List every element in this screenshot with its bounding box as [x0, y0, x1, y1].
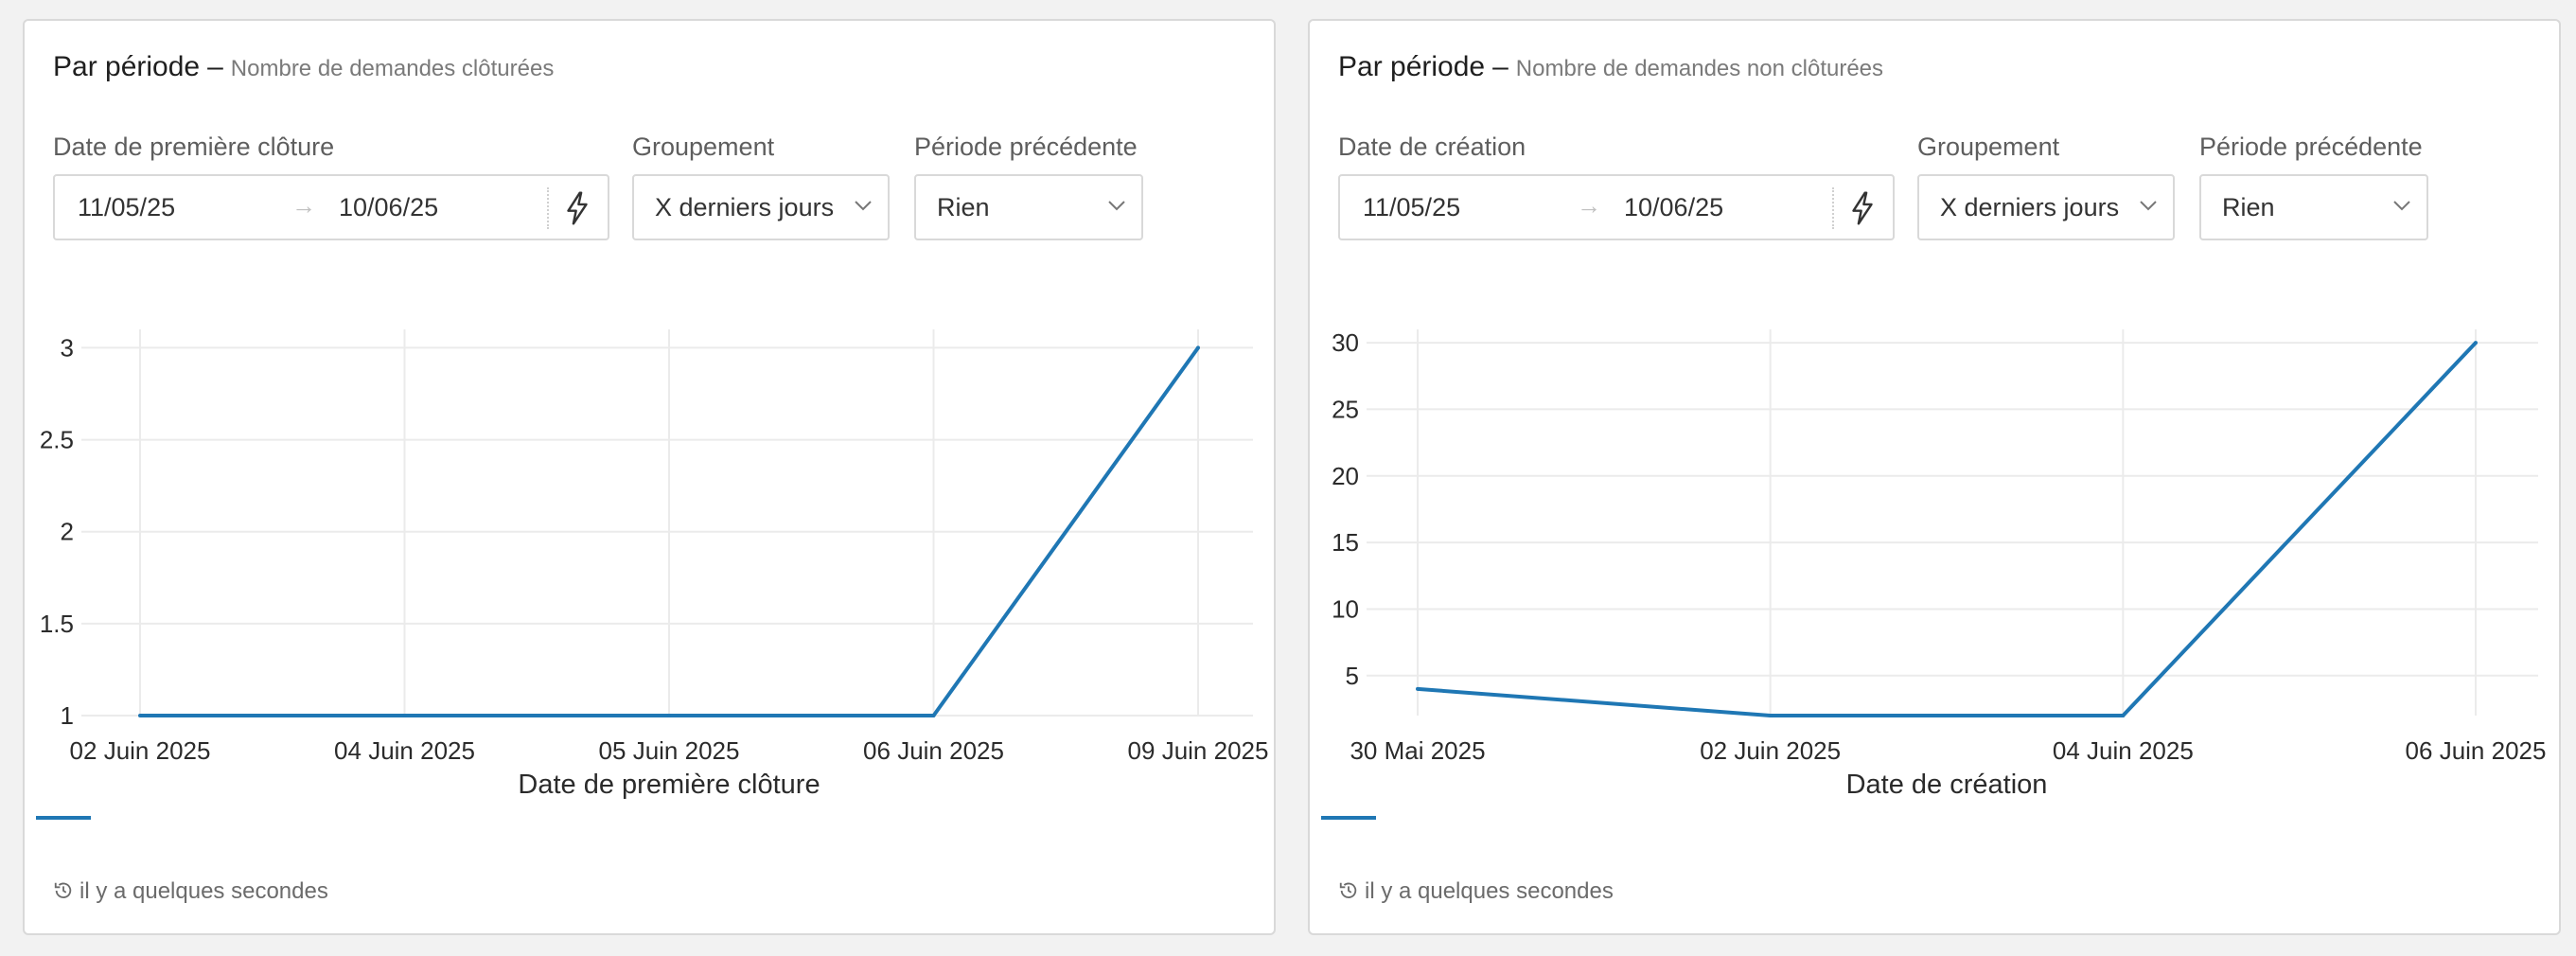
card-title: Par période – Nombre de demandes non clôtu… [1338, 51, 1883, 83]
bolt-icon[interactable] [1846, 190, 1879, 226]
card-title-separator: – [1492, 51, 1509, 82]
y-tick-label: 25 [1332, 395, 1359, 423]
legend-swatch [36, 816, 91, 820]
data-point[interactable] [1768, 714, 1773, 717]
data-point[interactable] [2121, 714, 2126, 717]
y-tick-label: 10 [1332, 594, 1359, 623]
x-axis-title: Date de création [1846, 770, 2048, 800]
history-icon [54, 882, 72, 899]
x-tick-label: 02 Juin 2025 [70, 736, 211, 765]
y-tick-label: 30 [1332, 328, 1359, 357]
series-line [1417, 341, 2478, 717]
history-icon [1339, 882, 1357, 899]
data-point[interactable] [1416, 686, 1420, 691]
date-range-label: Date de création [1338, 133, 1526, 161]
bolt-icon[interactable] [561, 190, 593, 226]
grouping-label: Groupement [1917, 133, 2060, 161]
date-end-input[interactable]: 10/06/25 [339, 193, 439, 221]
previous-period-label: Période précédente [914, 133, 1138, 161]
date-start-input[interactable]: 11/05/25 [1363, 193, 1461, 221]
data-point[interactable] [1196, 345, 1200, 350]
x-tick-label: 06 Juin 2025 [863, 736, 1004, 765]
y-tick-label: 2 [61, 518, 74, 546]
card-title-main: Par période [53, 51, 201, 82]
range-arrow: → [291, 191, 316, 220]
range-divider [547, 187, 549, 229]
grouping-value: X derniers jours [655, 193, 835, 221]
chevron-down-icon [855, 201, 872, 211]
date-range-picker[interactable]: 11/05/25 → 10/06/25 [1338, 174, 1895, 240]
chevron-down-icon [1108, 201, 1125, 211]
grouping-value: X derniers jours [1940, 193, 2120, 221]
data-point[interactable] [931, 714, 936, 717]
last-updated: il y a quelques secondes [1338, 878, 1614, 905]
chevron-down-icon [2140, 201, 2157, 211]
previous-period-value: Rien [2222, 193, 2275, 221]
card-title: Par période – Nombre de demandes clôturées [53, 51, 554, 83]
card-subtitle: Nombre de demandes clôturées [230, 56, 555, 81]
grouping-label: Groupement [632, 133, 775, 161]
previous-period-label: Période précédente [2199, 133, 2423, 161]
card-title-main: Par période [1338, 51, 1486, 82]
y-tick-label: 2.5 [40, 426, 74, 454]
x-tick-label: 02 Juin 2025 [1700, 736, 1841, 765]
data-point[interactable] [2474, 341, 2478, 345]
data-point[interactable] [138, 714, 142, 717]
data-point[interactable] [667, 714, 671, 717]
previous-period-value: Rien [937, 193, 990, 221]
date-end-input[interactable]: 10/06/25 [1624, 193, 1724, 221]
y-tick-label: 3 [61, 333, 74, 362]
y-tick-label: 1.5 [40, 610, 74, 638]
chart-card-open: Par période – Nombre de demandes non clôtu… [1308, 19, 2561, 935]
grouping-select[interactable]: X derniers jours [632, 174, 890, 240]
x-tick-label: 30 Mai 2025 [1350, 736, 1485, 765]
previous-period-select[interactable]: Rien [914, 174, 1143, 240]
last-updated: il y a quelques secondes [53, 878, 328, 905]
line-chart-open: 5 10 15 20 25 30 30 Mai 2025 02 Juin 2025 04 Jui… [1332, 328, 2547, 800]
range-arrow: → [1577, 191, 1601, 220]
date-range-picker[interactable]: 11/05/25 → 10/06/25 [53, 174, 609, 240]
date-range-label: Date de première clôture [53, 133, 335, 161]
chevron-down-icon [2393, 201, 2410, 211]
card-subtitle: Nombre de demandes non clôturées [1515, 56, 1884, 81]
y-tick-label: 20 [1332, 462, 1359, 490]
card-title-separator: – [207, 51, 223, 82]
x-tick-label: 05 Juin 2025 [599, 736, 740, 765]
y-tick-label: 1 [61, 701, 74, 730]
line-chart-closed: 1 1.5 2 2.5 3 02 Juin 2025 04 Juin 2025 05 Juin… [40, 329, 1269, 800]
x-tick-label: 04 Juin 2025 [334, 736, 475, 765]
legend-swatch [1321, 816, 1376, 820]
previous-period-select[interactable]: Rien [2199, 174, 2428, 240]
chart-card-closed: Par période – Nombre de demandes clôturées… [23, 19, 1276, 935]
range-divider [1832, 187, 1834, 229]
grouping-select[interactable]: X derniers jours [1917, 174, 2175, 240]
last-updated-text: il y a quelques secondes [1365, 878, 1614, 904]
y-tick-label: 5 [1346, 662, 1359, 690]
date-start-input[interactable]: 11/05/25 [78, 193, 176, 221]
x-axis-title: Date de première clôture [518, 770, 820, 800]
last-updated-text: il y a quelques secondes [79, 878, 328, 904]
x-tick-label: 09 Juin 2025 [1128, 736, 1269, 765]
y-tick-label: 15 [1332, 528, 1359, 557]
x-tick-label: 06 Juin 2025 [2406, 736, 2547, 765]
x-tick-label: 04 Juin 2025 [2053, 736, 2194, 765]
data-point[interactable] [402, 714, 407, 717]
